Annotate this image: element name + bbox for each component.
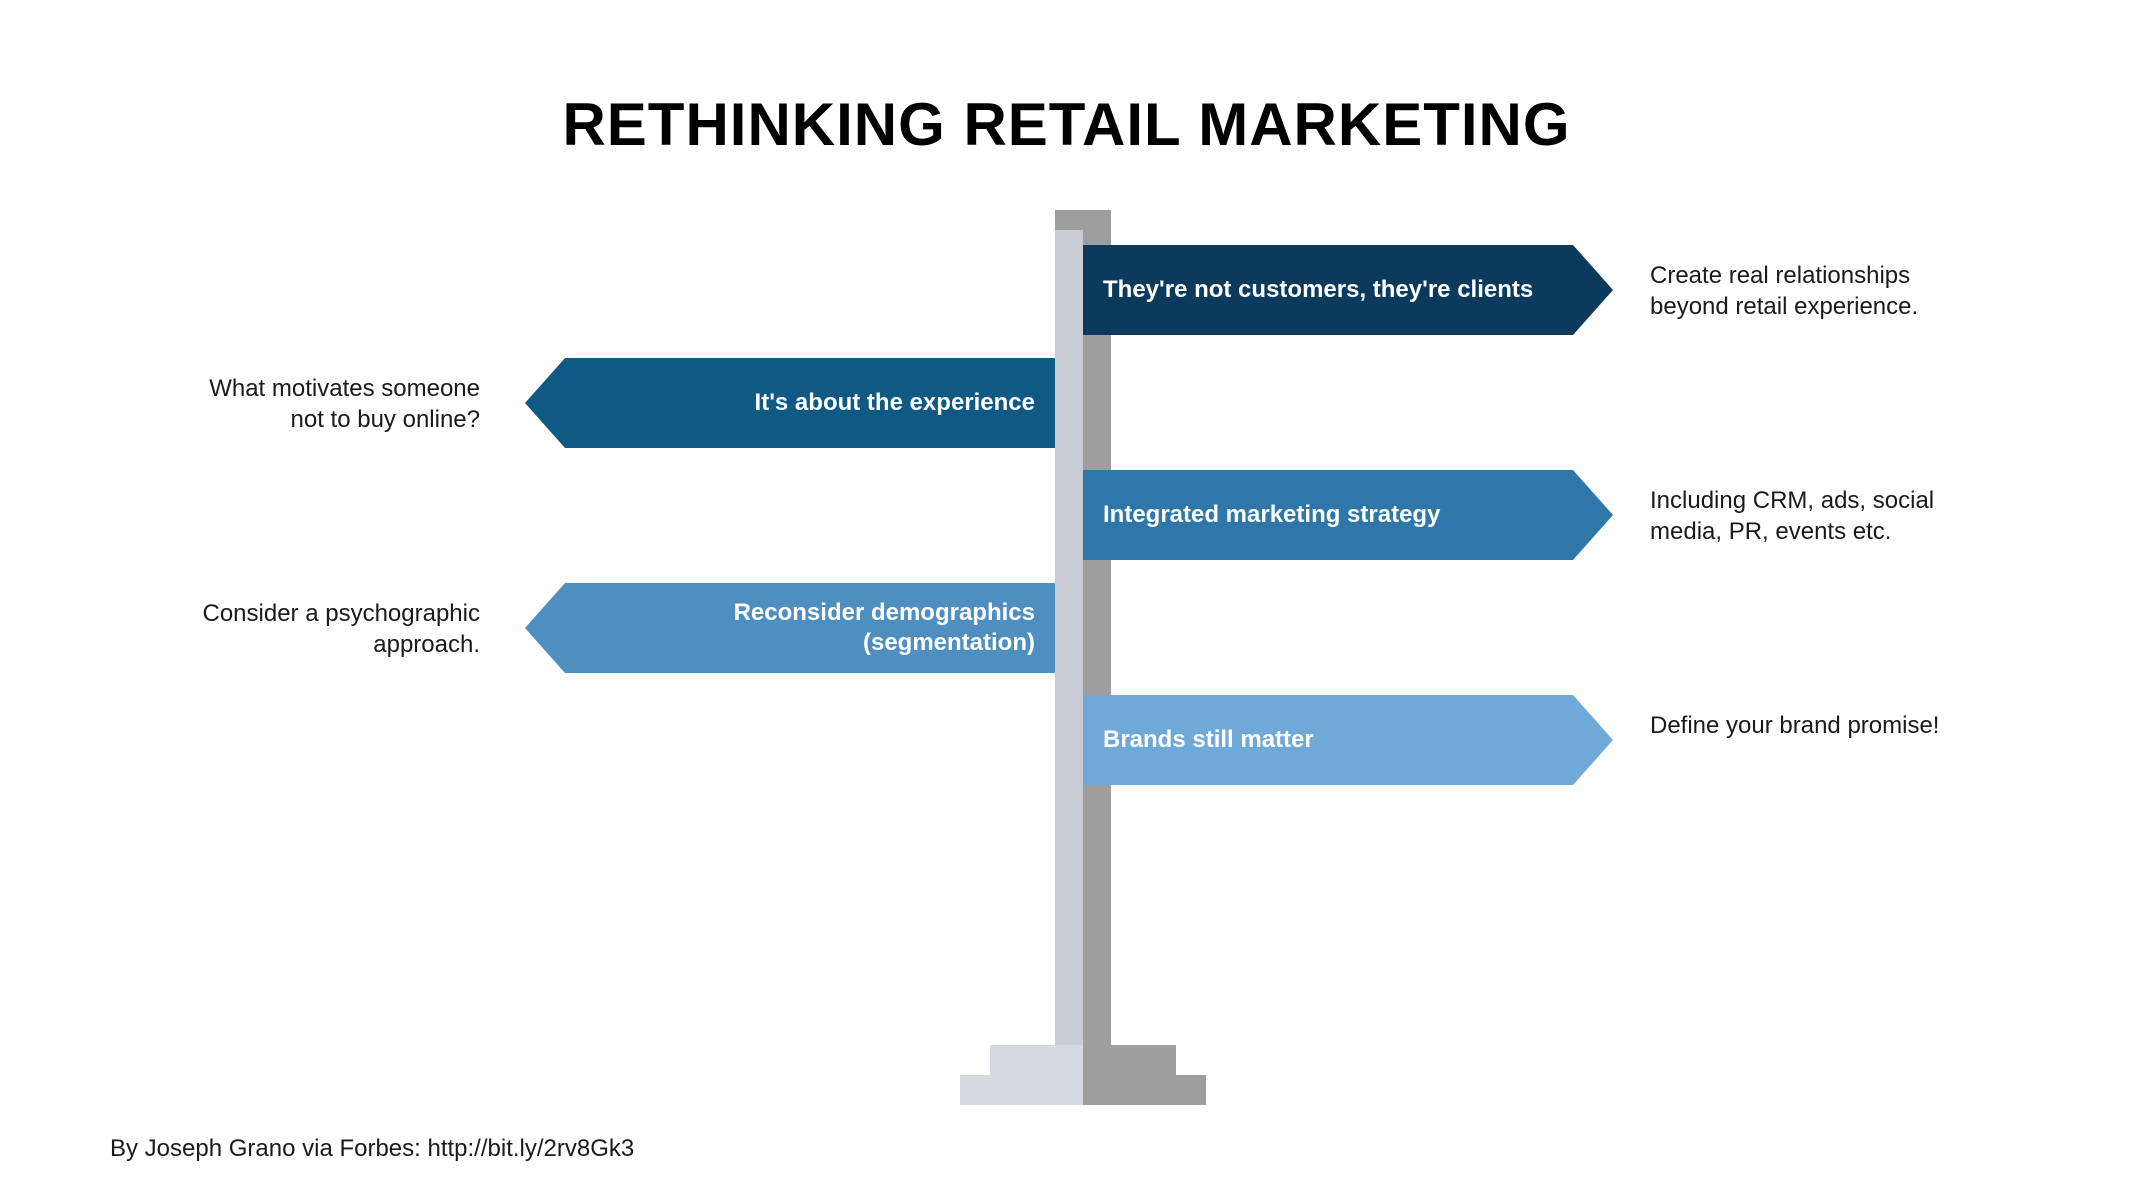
sign-annot-right-2: Define your brand promise! [1650, 710, 1950, 741]
signpost-pole-cap [1055, 210, 1111, 230]
sign-label: They're not customers, they're clients [1103, 275, 1533, 305]
sign-annot-right-1: Including CRM, ads, social media, PR, ev… [1650, 485, 1950, 547]
sign-right-1: Integrated marketing strategy [1083, 470, 1573, 560]
signpost-base [1083, 1045, 1176, 1075]
sign-left-0: It's about the experience [565, 358, 1055, 448]
sign-annot-right-0: Create real relationships beyond retail … [1650, 260, 1950, 322]
signpost-pole-left [1055, 230, 1083, 1045]
sign-label: Brands still matter [1103, 725, 1314, 755]
sign-label: Integrated marketing strategy [1103, 500, 1440, 530]
sign-right-2: Brands still matter [1083, 695, 1573, 785]
sign-annot-left-0: What motivates someone not to buy online… [180, 373, 480, 435]
sign-label: It's about the experience [755, 388, 1035, 418]
signpost-base [990, 1045, 1083, 1075]
signpost-base [960, 1075, 1083, 1105]
page-title: RETHINKING RETAIL MARKETING [0, 90, 2133, 159]
signpost-pole-right [1083, 230, 1111, 1045]
sign-label: Reconsider demographics (segmentation) [585, 598, 1035, 658]
credit-line: By Joseph Grano via Forbes: http://bit.l… [110, 1135, 634, 1163]
sign-left-1: Reconsider demographics (segmentation) [565, 583, 1055, 673]
sign-annot-left-1: Consider a psychographic approach. [180, 598, 480, 660]
signpost-base [1083, 1075, 1206, 1105]
sign-right-0: They're not customers, they're clients [1083, 245, 1573, 335]
